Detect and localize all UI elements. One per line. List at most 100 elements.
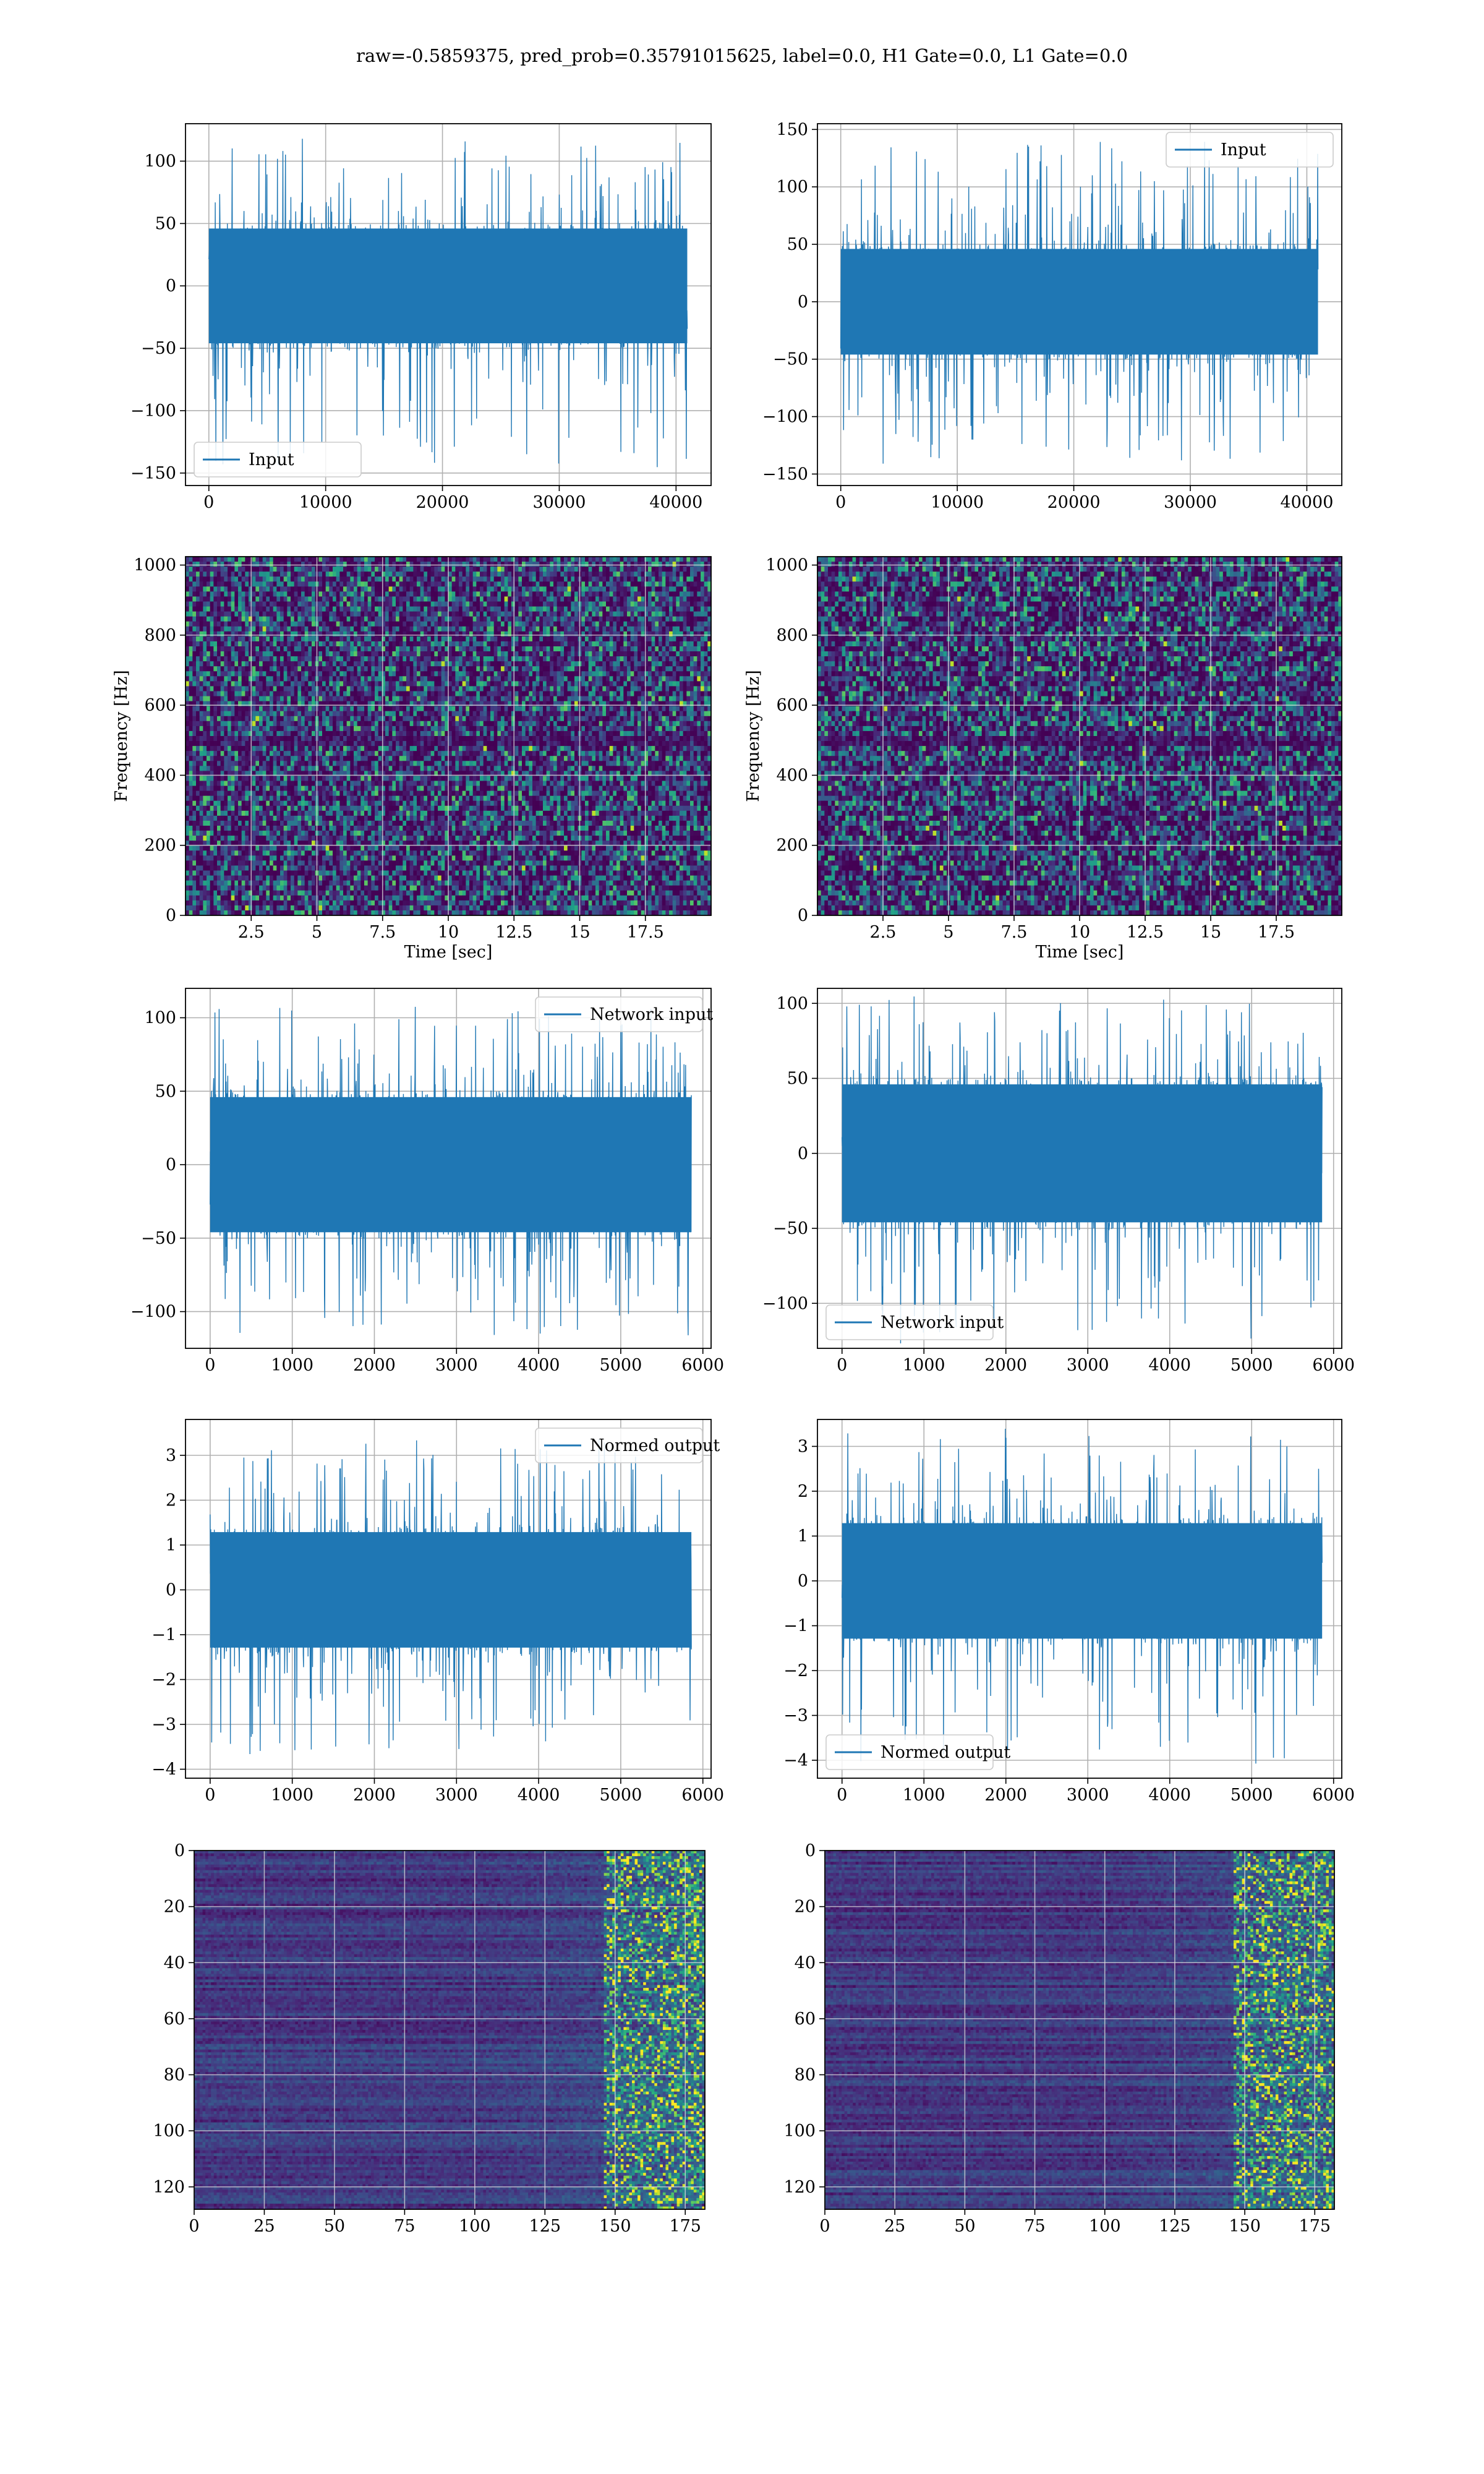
heatmap-cell (469, 562, 473, 567)
heatmap-cell (242, 562, 245, 567)
heatmap-cell (585, 562, 589, 567)
heatmap-cell (438, 557, 441, 562)
heatmap-cell (494, 562, 498, 567)
heatmap-cell (529, 557, 532, 562)
heatmap-cell (631, 557, 634, 562)
heatmap-cell (623, 562, 627, 567)
heatmap-cell (557, 557, 561, 562)
heatmap-cell (347, 562, 351, 567)
heatmap-cell (255, 567, 259, 572)
heatmap-cell (263, 562, 267, 567)
heatmap-cell (207, 557, 210, 562)
heatmap-cell (403, 562, 406, 567)
x-tick-label: 20000 (1047, 493, 1101, 512)
heatmap-cell (259, 557, 263, 562)
y-tick-label: 0 (798, 293, 808, 312)
heatmap-cell (280, 557, 284, 562)
heatmap-cell (392, 567, 396, 572)
heatmap-cell (459, 557, 463, 562)
heatmap-cell (515, 562, 519, 567)
heatmap-cell (217, 567, 221, 572)
heatmap-cell (224, 562, 228, 567)
heatmap-cell (701, 562, 704, 567)
heatmap-cell (308, 567, 312, 572)
heatmap-cell (536, 557, 540, 562)
heatmap-cell (455, 557, 459, 562)
heatmap-cell (231, 562, 235, 567)
heatmap-cell (294, 567, 298, 572)
heatmap-cell (357, 562, 361, 567)
heatmap-cell (613, 562, 616, 567)
heatmap-cell (221, 557, 224, 562)
heatmap-cell (326, 567, 330, 572)
x-tick-label: 20000 (416, 493, 469, 512)
heatmap-cell (336, 567, 340, 572)
heatmap-cell (466, 562, 469, 567)
heatmap-cell (704, 557, 708, 562)
heatmap-cell (308, 557, 312, 562)
heatmap-cell (665, 562, 669, 567)
heatmap-cell (490, 557, 494, 562)
heatmap-cell (466, 557, 469, 562)
heatmap-cell (312, 557, 315, 562)
heatmap-cell (690, 562, 694, 567)
heatmap-cell (652, 562, 655, 567)
heatmap-cell (228, 562, 231, 567)
heatmap-cell (581, 557, 585, 562)
series-band (209, 228, 688, 343)
heatmap-cell (452, 557, 456, 562)
heatmap-cell (339, 557, 343, 562)
heatmap-cell (392, 562, 396, 567)
heatmap-cell (385, 567, 389, 572)
heatmap-cell (399, 562, 403, 567)
heatmap-cell (228, 557, 231, 562)
heatmap-cell (245, 557, 249, 562)
heatmap-cell (339, 567, 343, 572)
heatmap-cell (343, 562, 347, 567)
heatmap-cell (406, 567, 410, 572)
heatmap-cell (655, 557, 659, 562)
heatmap-cell (634, 562, 638, 567)
heatmap-cell (297, 567, 301, 572)
heatmap-cell (434, 562, 438, 567)
heatmap-cell (539, 562, 543, 567)
heatmap-cell (497, 562, 501, 567)
heatmap-cell (350, 562, 354, 567)
heatmap-cell (266, 562, 270, 567)
heatmap-cell (364, 557, 368, 562)
heatmap-cell (616, 562, 620, 567)
y-tick-label: 50 (787, 235, 808, 254)
heatmap-cell (200, 557, 203, 562)
heatmap-cell (312, 562, 315, 567)
heatmap-cell (686, 557, 690, 562)
heatmap-cell (360, 562, 364, 567)
heatmap-cell (368, 562, 372, 567)
legend-label: Input (1221, 140, 1266, 160)
heatmap-cell (192, 557, 196, 562)
heatmap-cell (266, 567, 270, 572)
heatmap-cell (186, 567, 189, 572)
heatmap-cell (333, 567, 336, 572)
heatmap-cell (347, 567, 351, 572)
heatmap-cell (553, 562, 557, 567)
x-tick-label: 40000 (1281, 493, 1334, 512)
heatmap-cell (308, 562, 312, 567)
heatmap-cell (505, 562, 508, 567)
heatmap-cell (189, 567, 193, 572)
heatmap-cell (266, 557, 270, 562)
heatmap-cell (665, 557, 669, 562)
heatmap-cell (606, 557, 610, 562)
heatmap-cell (480, 557, 484, 562)
heatmap-cell (526, 562, 529, 567)
heatmap-cell (287, 562, 291, 567)
figure-title: raw=-0.5859375, pred_prob=0.35791015625,… (356, 45, 1128, 67)
heatmap-cell (690, 557, 694, 562)
figure: raw=-0.5859375, pred_prob=0.35791015625,… (0, 0, 1484, 2474)
heatmap-cell (399, 557, 403, 562)
heatmap-cell (638, 557, 641, 562)
heatmap-cell (522, 557, 526, 562)
heatmap-cell (263, 567, 267, 572)
heatmap-cell (189, 557, 193, 562)
heatmap-cell (213, 557, 217, 562)
heatmap-cell (673, 562, 676, 567)
